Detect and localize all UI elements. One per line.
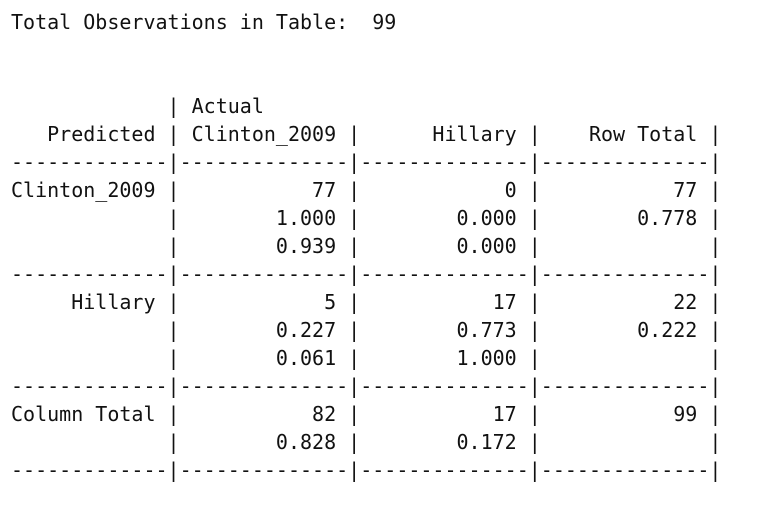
- total-observations-line: Total Observations in Table: 99: [11, 10, 397, 34]
- table-row-column-total-prop: | 0.828 | 0.172 | |: [11, 430, 722, 454]
- table-row-column-total-count: Column Total | 82 | 17 | 99 |: [11, 402, 722, 426]
- blank-line: [11, 64, 721, 92]
- table-row-hillary-col-prop: | 0.061 | 1.000 | |: [11, 346, 722, 370]
- table-separator: -------------|--------------|-----------…: [11, 458, 722, 482]
- blank-line: [11, 36, 721, 64]
- table-separator: -------------|--------------|-----------…: [11, 374, 722, 398]
- table-separator: -------------|--------------|-----------…: [11, 262, 722, 286]
- table-row-clinton-row-prop: | 1.000 | 0.000 | 0.778 |: [11, 206, 722, 230]
- table-header-columns-line: Predicted | Clinton_2009 | Hillary | Row…: [11, 122, 722, 146]
- table-row-hillary-row-prop: | 0.227 | 0.773 | 0.222 |: [11, 318, 722, 342]
- table-row-clinton-col-prop: | 0.939 | 0.000 | |: [11, 234, 722, 258]
- table-separator: -------------|--------------|-----------…: [11, 150, 722, 174]
- table-header-actual-line: | Actual: [11, 94, 361, 118]
- table-row-hillary-count: Hillary | 5 | 17 | 22 |: [11, 290, 722, 314]
- console-output: Total Observations in Table: 99 | Actual…: [11, 8, 721, 484]
- table-row-clinton-count: Clinton_2009 | 77 | 0 | 77 |: [11, 178, 722, 202]
